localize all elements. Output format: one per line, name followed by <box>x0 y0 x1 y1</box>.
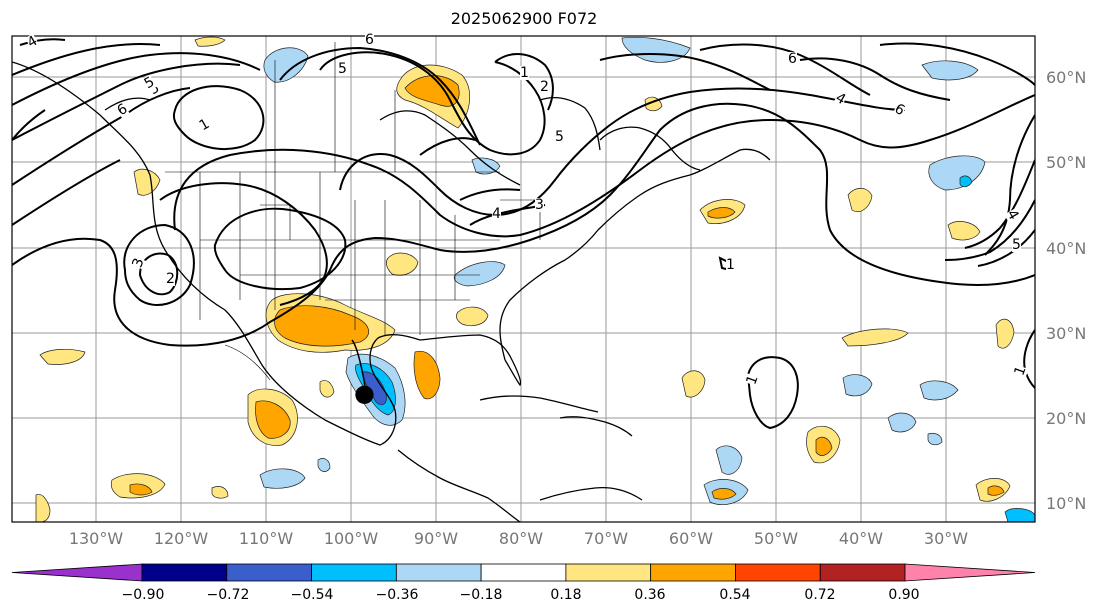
colorbar-segment <box>650 563 736 582</box>
map-title: 2025062900 F072 <box>450 9 598 28</box>
colorbar-segment <box>395 563 482 582</box>
colorbar-tick: 0.54 <box>719 587 751 603</box>
contour-label: 2 <box>540 79 549 95</box>
lon-label-100w: 100°W <box>323 529 379 548</box>
contour-label: 4 <box>492 206 501 222</box>
anomaly-shading <box>35 36 1035 522</box>
storm-center-marker: ● <box>354 379 375 407</box>
lon-label-50w: 50°W <box>753 529 799 548</box>
coastlines <box>12 61 771 522</box>
contour-label: 6 <box>365 32 374 48</box>
lat-label-60n: 60°N <box>1046 68 1087 87</box>
state-borders <box>165 42 541 381</box>
contour-label: 6 <box>788 51 797 67</box>
lat-label-20n: 20°N <box>1046 409 1087 428</box>
map-background <box>12 36 1035 522</box>
contour-label: 5 <box>555 129 564 145</box>
lat-label-50n: 50°N <box>1046 153 1087 172</box>
lon-label-120w: 120°W <box>153 529 209 548</box>
colorbar-tick: −0.54 <box>290 587 334 603</box>
lon-label-110w: 110°W <box>238 529 294 548</box>
colorbar <box>11 563 1036 582</box>
colorbar-tick: −0.18 <box>459 587 503 603</box>
lon-label-90w: 90°W <box>413 529 459 548</box>
contour-label: 1 <box>726 257 735 273</box>
lon-label-40w: 40°W <box>838 529 884 548</box>
colorbar-tick: −0.36 <box>375 587 419 603</box>
colorbar-segment <box>226 563 312 582</box>
contour-label: 1 <box>520 65 529 81</box>
contour-label: 5 <box>338 61 347 77</box>
lat-label-40n: 40°N <box>1046 239 1087 258</box>
colorbar-segment <box>480 563 567 582</box>
lon-label-70w: 70°W <box>583 529 629 548</box>
storm-track <box>351 339 367 401</box>
lon-label-130w: 130°W <box>68 529 124 548</box>
colorbar-tick: 0.72 <box>804 587 836 603</box>
lon-label-30w: 30°W <box>923 529 969 548</box>
lat-label-10n: 10°N <box>1046 494 1087 513</box>
lon-label-60w: 60°W <box>668 529 714 548</box>
height-contours <box>12 38 1035 430</box>
colorbar-segment <box>311 563 397 582</box>
colorbar-tick: 0.36 <box>634 587 666 603</box>
contour-label: 5 <box>1012 237 1021 253</box>
colorbar-segment <box>904 563 1036 582</box>
colorbar-segment <box>11 563 143 582</box>
colorbar-segment <box>735 563 821 582</box>
colorbar-tick: 0.18 <box>550 587 582 603</box>
colorbar-segment <box>141 563 228 582</box>
colorbar-tick: −0.72 <box>206 587 250 603</box>
contour-label: 3 <box>535 197 544 213</box>
colorbar-segment <box>565 563 652 582</box>
lat-label-30n: 30°N <box>1046 324 1087 343</box>
colorbar-tick: 0.90 <box>888 587 920 603</box>
colorbar-tick: −0.90 <box>121 587 165 603</box>
colorbar-segment <box>819 563 906 582</box>
lon-label-80w: 80°W <box>498 529 544 548</box>
map-frame <box>11 35 1036 523</box>
contour-label: 2 <box>166 271 175 287</box>
